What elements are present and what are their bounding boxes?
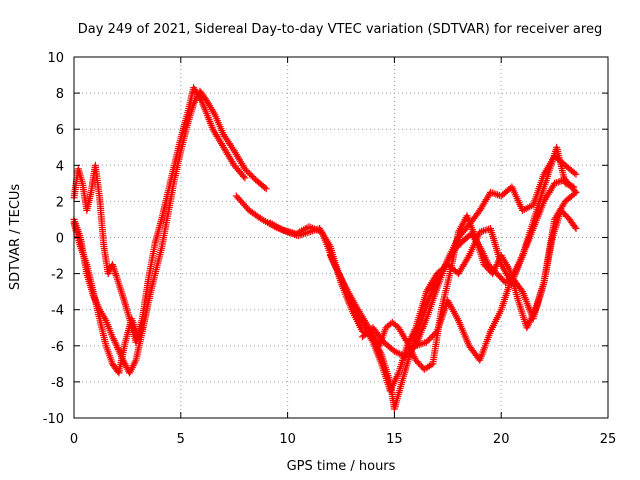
grid-lines — [74, 57, 608, 418]
y-axis-label: SDTVAR / TECUs — [8, 184, 23, 291]
data-point — [242, 167, 250, 174]
data-point — [571, 223, 579, 231]
data-point — [570, 169, 578, 177]
series-track-8 — [412, 152, 580, 350]
y-tick-label: -6 — [51, 340, 64, 355]
series-track-3 — [70, 84, 249, 346]
y-tick-label: 0 — [56, 232, 64, 247]
chart-title: Day 249 of 2021, Sidereal Day-to-day VTE… — [78, 22, 602, 37]
data-point — [572, 188, 580, 196]
data-point — [401, 353, 409, 361]
data-point — [572, 170, 580, 178]
series-track-7 — [358, 188, 580, 364]
data-point — [517, 286, 525, 294]
x-tick-label: 5 — [177, 432, 185, 447]
y-tick-label: 8 — [56, 87, 64, 102]
data-point — [429, 332, 436, 340]
y-tick-label: 6 — [56, 123, 64, 138]
data-point — [246, 170, 253, 178]
y-tick-label: -10 — [43, 412, 64, 427]
data-point — [426, 335, 433, 343]
y-tick-label: -2 — [51, 268, 64, 283]
data-point — [407, 346, 415, 354]
data-point — [568, 182, 576, 190]
x-tick-label: 15 — [386, 432, 403, 447]
x-tick-label: 0 — [70, 432, 78, 447]
data-point — [249, 173, 256, 181]
data-point — [406, 348, 414, 356]
data-point — [262, 185, 270, 193]
data-point — [241, 174, 249, 182]
data-point — [244, 168, 252, 176]
data-point — [403, 351, 411, 359]
data-point — [566, 182, 574, 189]
data-point — [565, 181, 573, 189]
axis-ticks: 0 5 10 15 20 25 -10 -8 -6 -4 -2 0 2 4 6 8 10 — [43, 51, 617, 447]
y-tick-label: 10 — [47, 51, 64, 66]
data-point — [563, 180, 571, 188]
data-point — [427, 334, 435, 341]
x-tick-label: 10 — [279, 432, 296, 447]
data-point — [430, 331, 438, 338]
data-point — [570, 183, 578, 191]
data-point — [424, 337, 432, 345]
x-axis-label: GPS time / hours — [287, 459, 396, 474]
data-point — [561, 179, 569, 187]
x-tick-label: 20 — [493, 432, 510, 447]
x-tick-label: 25 — [600, 432, 617, 447]
data-point — [422, 338, 430, 346]
data-point — [241, 165, 249, 173]
data-point — [261, 184, 269, 191]
data-point — [247, 171, 255, 179]
y-tick-label: -8 — [51, 376, 64, 391]
data-point — [404, 350, 412, 357]
data-point — [409, 345, 417, 353]
data-point — [240, 172, 247, 180]
data-point — [572, 225, 580, 232]
data-series — [70, 84, 580, 413]
y-tick-label: 2 — [56, 195, 64, 210]
y-tick-label: -4 — [51, 304, 64, 319]
data-point — [432, 329, 440, 337]
series-track-2 — [70, 219, 146, 377]
data-point — [570, 190, 578, 198]
y-tick-label: 4 — [56, 159, 64, 174]
